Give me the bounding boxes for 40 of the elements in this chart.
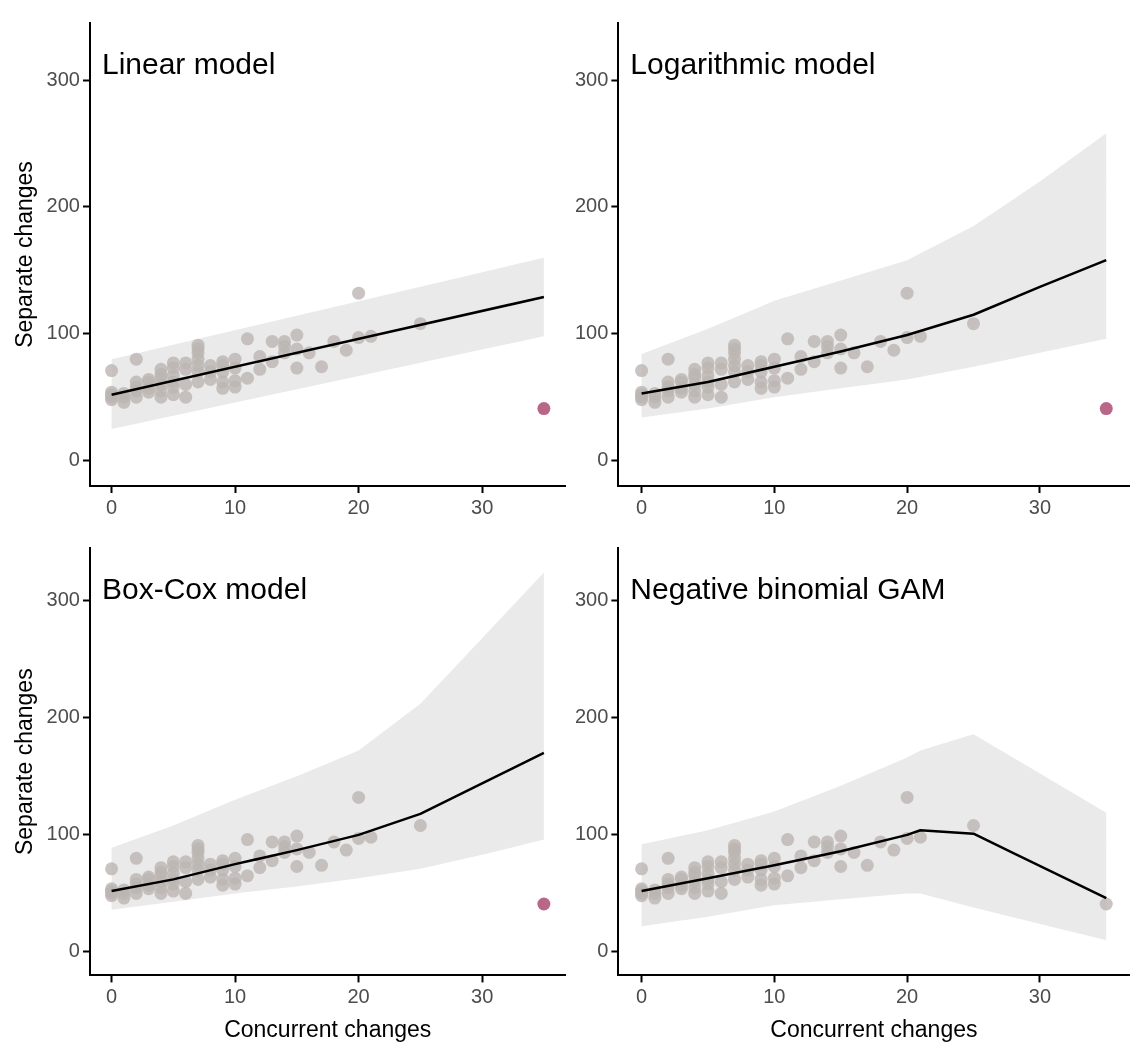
x-tick-label: 30 [471, 984, 494, 1007]
x-axis-title: Concurrent changes [224, 1015, 432, 1042]
y-tick-label: 200 [46, 705, 80, 728]
y-tick-label: 200 [574, 705, 609, 728]
y-tick-label: 300 [46, 588, 80, 611]
y-tick-label: 300 [574, 67, 609, 90]
y-tick-label: 200 [574, 194, 609, 217]
y-tick-label: 300 [46, 67, 80, 90]
y-tick-label: 100 [574, 822, 609, 845]
x-tick-label: 20 [347, 495, 370, 518]
y-tick-label: 0 [68, 448, 80, 471]
x-tick-label: 20 [347, 984, 370, 1007]
x-tick-label: 10 [763, 984, 786, 1007]
x-tick-label: 30 [471, 495, 494, 518]
x-tick-label: 20 [896, 495, 919, 518]
y-tick-label: 100 [46, 321, 80, 344]
x-tick-label: 30 [1028, 495, 1052, 518]
x-tick-label: 0 [106, 984, 118, 1007]
x-tick-label: 20 [896, 984, 919, 1007]
x-tick-label: 0 [636, 984, 648, 1007]
text: Box-Cox model [101, 572, 308, 606]
y-tick-label: 100 [574, 321, 609, 344]
text: Linear model [101, 47, 276, 81]
y-axis-title: Separate changes [11, 161, 38, 348]
x-tick-label: 0 [636, 495, 648, 518]
x-axis-title: Concurrent changes [770, 1015, 978, 1042]
y-tick-label: 0 [597, 448, 609, 471]
y-tick-label: 100 [46, 822, 80, 845]
x-tick-label: 10 [223, 495, 247, 518]
x-tick-label: 10 [223, 984, 247, 1007]
x-tick-label: 10 [763, 495, 786, 518]
text: Negative binomial GAM [630, 572, 946, 606]
y-tick-label: 0 [597, 939, 609, 962]
x-tick-label: 30 [1028, 984, 1052, 1007]
y-tick-label: 200 [46, 194, 80, 217]
y-axis-title: Separate changes [11, 668, 38, 856]
text: Logarithmic model [630, 47, 876, 81]
x-tick-label: 0 [106, 495, 118, 518]
y-tick-label: 0 [68, 939, 80, 962]
y-tick-label: 300 [574, 588, 609, 611]
